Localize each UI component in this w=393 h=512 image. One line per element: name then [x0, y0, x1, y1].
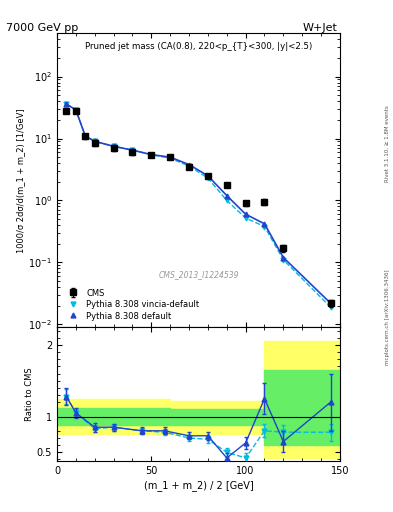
- Pythia 8.308 vincia-default: [168, 155, 173, 161]
- Pythia 8.308 default: [243, 211, 248, 217]
- Pythia 8.308 default: [224, 193, 229, 199]
- Line: Pythia 8.308 vincia-default: Pythia 8.308 vincia-default: [64, 102, 333, 310]
- Pythia 8.308 vincia-default: [187, 163, 191, 169]
- Pythia 8.308 default: [92, 138, 97, 144]
- Y-axis label: Ratio to CMS: Ratio to CMS: [25, 367, 34, 421]
- Pythia 8.308 default: [111, 143, 116, 150]
- Pythia 8.308 vincia-default: [130, 147, 135, 153]
- Pythia 8.308 default: [187, 161, 191, 167]
- Text: mcplots.cern.ch [arXiv:1306.3436]: mcplots.cern.ch [arXiv:1306.3436]: [385, 270, 390, 365]
- Legend: CMS, Pythia 8.308 vincia-default, Pythia 8.308 default: CMS, Pythia 8.308 vincia-default, Pythia…: [61, 286, 202, 323]
- Pythia 8.308 default: [168, 154, 173, 160]
- Pythia 8.308 default: [328, 300, 333, 306]
- Pythia 8.308 vincia-default: [92, 138, 97, 144]
- Pythia 8.308 default: [73, 107, 78, 113]
- Pythia 8.308 vincia-default: [111, 143, 116, 150]
- Pythia 8.308 vincia-default: [73, 107, 78, 113]
- Text: Rivet 3.1.10, ≥ 1.8M events: Rivet 3.1.10, ≥ 1.8M events: [385, 105, 390, 182]
- Pythia 8.308 default: [64, 101, 69, 107]
- Pythia 8.308 vincia-default: [262, 223, 267, 229]
- Pythia 8.308 vincia-default: [328, 304, 333, 310]
- Pythia 8.308 default: [281, 254, 286, 261]
- Text: Pruned jet mass (CA(0.8), 220<p_{T}<300, |y|<2.5): Pruned jet mass (CA(0.8), 220<p_{T}<300,…: [85, 42, 312, 51]
- Pythia 8.308 vincia-default: [281, 257, 286, 263]
- Y-axis label: 1000/σ 2dσ/d(m_1 + m_2) [1/GeV]: 1000/σ 2dσ/d(m_1 + m_2) [1/GeV]: [17, 108, 26, 252]
- Pythia 8.308 vincia-default: [224, 198, 229, 204]
- X-axis label: (m_1 + m_2) / 2 [GeV]: (m_1 + m_2) / 2 [GeV]: [143, 480, 253, 490]
- Pythia 8.308 vincia-default: [149, 152, 154, 158]
- Pythia 8.308 default: [130, 147, 135, 153]
- Pythia 8.308 vincia-default: [243, 215, 248, 221]
- Pythia 8.308 default: [206, 173, 210, 179]
- Pythia 8.308 vincia-default: [64, 101, 69, 107]
- Pythia 8.308 default: [149, 152, 154, 158]
- Pythia 8.308 vincia-default: [206, 175, 210, 181]
- Line: Pythia 8.308 default: Pythia 8.308 default: [64, 102, 333, 306]
- Pythia 8.308 vincia-default: [83, 133, 88, 139]
- Text: CMS_2013_I1224539: CMS_2013_I1224539: [158, 270, 239, 279]
- Text: W+Jet: W+Jet: [303, 23, 338, 33]
- Pythia 8.308 default: [262, 221, 267, 227]
- Pythia 8.308 default: [83, 133, 88, 139]
- Text: 7000 GeV pp: 7000 GeV pp: [6, 23, 78, 33]
